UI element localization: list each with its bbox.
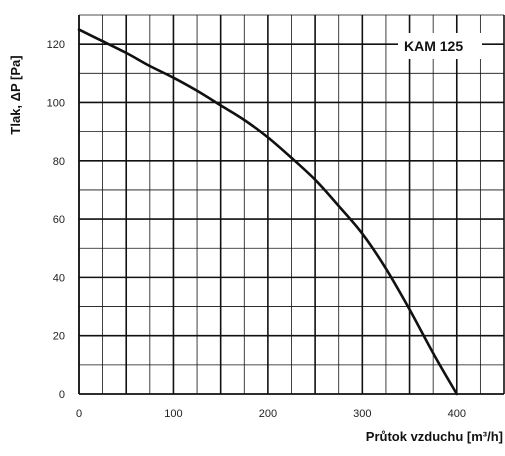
legend-label: KAM 125	[404, 38, 463, 54]
y-tick-label: 80	[53, 156, 65, 168]
y-tick-label: 20	[53, 331, 65, 343]
grid	[78, 14, 505, 395]
x-tick-labels: 0 100 200 300 400	[76, 408, 466, 420]
x-tick-label: 100	[164, 408, 182, 420]
x-tick-label: 0	[76, 408, 82, 420]
y-tick-label: 100	[47, 97, 65, 109]
x-axis-title: Průtok vzduchu [m³/h]	[366, 429, 503, 444]
legend-box	[398, 33, 482, 59]
y-tick-label: 0	[59, 389, 65, 401]
legend: KAM 125	[398, 33, 482, 59]
y-tick-label: 120	[47, 39, 65, 51]
x-tick-label: 300	[353, 408, 371, 420]
series-line	[77, 28, 459, 396]
y-tick-label: 60	[53, 214, 65, 226]
y-tick-label: 40	[53, 272, 65, 284]
y-axis-title: Tlak, ΔP [Pa]	[8, 55, 23, 134]
y-tick-labels: 0 20 40 60 80 100 120	[47, 39, 65, 401]
x-tick-label: 200	[259, 408, 277, 420]
x-tick-label: 400	[448, 408, 466, 420]
